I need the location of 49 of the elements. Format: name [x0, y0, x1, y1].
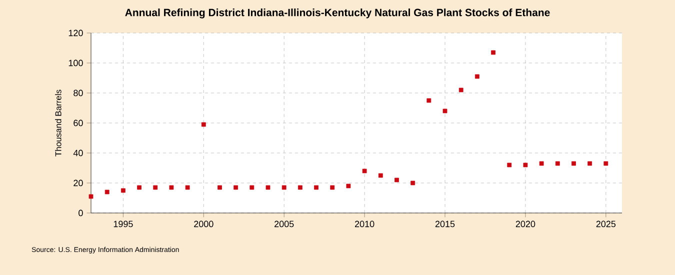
x-tick-label: 2010	[354, 220, 374, 228]
point	[491, 50, 496, 55]
x-tick-label: 2000	[194, 220, 214, 228]
point	[201, 122, 206, 127]
point	[378, 173, 383, 178]
x-tick-label: 2005	[274, 220, 294, 228]
y-tick-label: 100	[68, 60, 83, 66]
y-axis-title: Thousand Barrels	[55, 90, 62, 156]
y-tick-label: 80	[74, 90, 83, 96]
x-tick-label: 1995	[114, 220, 133, 228]
point	[555, 161, 560, 166]
point	[282, 185, 286, 190]
point	[507, 162, 512, 168]
point	[346, 184, 351, 188]
point	[250, 185, 254, 190]
point	[394, 178, 399, 182]
point	[442, 108, 448, 114]
y-tick-label: 20	[74, 180, 83, 186]
y-tick-label: 60	[74, 120, 83, 126]
y-tick-label: 0	[78, 210, 83, 216]
point	[572, 161, 576, 166]
point	[588, 161, 592, 166]
x-tick-label: 2015	[435, 220, 455, 228]
point	[266, 185, 270, 190]
point	[410, 180, 416, 186]
point	[314, 185, 318, 190]
point	[218, 185, 222, 190]
point	[426, 98, 432, 103]
point	[604, 161, 608, 166]
point	[523, 162, 528, 168]
y-tick-label: 40	[73, 150, 83, 156]
point	[169, 185, 174, 190]
point	[458, 88, 464, 92]
x-tick-label: 2020	[516, 220, 536, 228]
point	[153, 185, 158, 190]
point	[474, 74, 480, 79]
point	[104, 190, 110, 194]
point	[330, 185, 335, 190]
point	[539, 161, 544, 166]
point	[362, 168, 367, 174]
y-tick-label: 120	[68, 30, 83, 36]
point	[185, 185, 190, 190]
x-tick-label: 2025	[596, 220, 616, 228]
point	[234, 185, 238, 190]
chart-title: Annual Refining District Indiana-Illinois-Kentucky Natural Gas Plant Stocks of Ethane	[125, 8, 550, 18]
point	[137, 185, 142, 190]
point	[120, 188, 126, 193]
point	[298, 185, 302, 190]
point	[88, 194, 94, 199]
